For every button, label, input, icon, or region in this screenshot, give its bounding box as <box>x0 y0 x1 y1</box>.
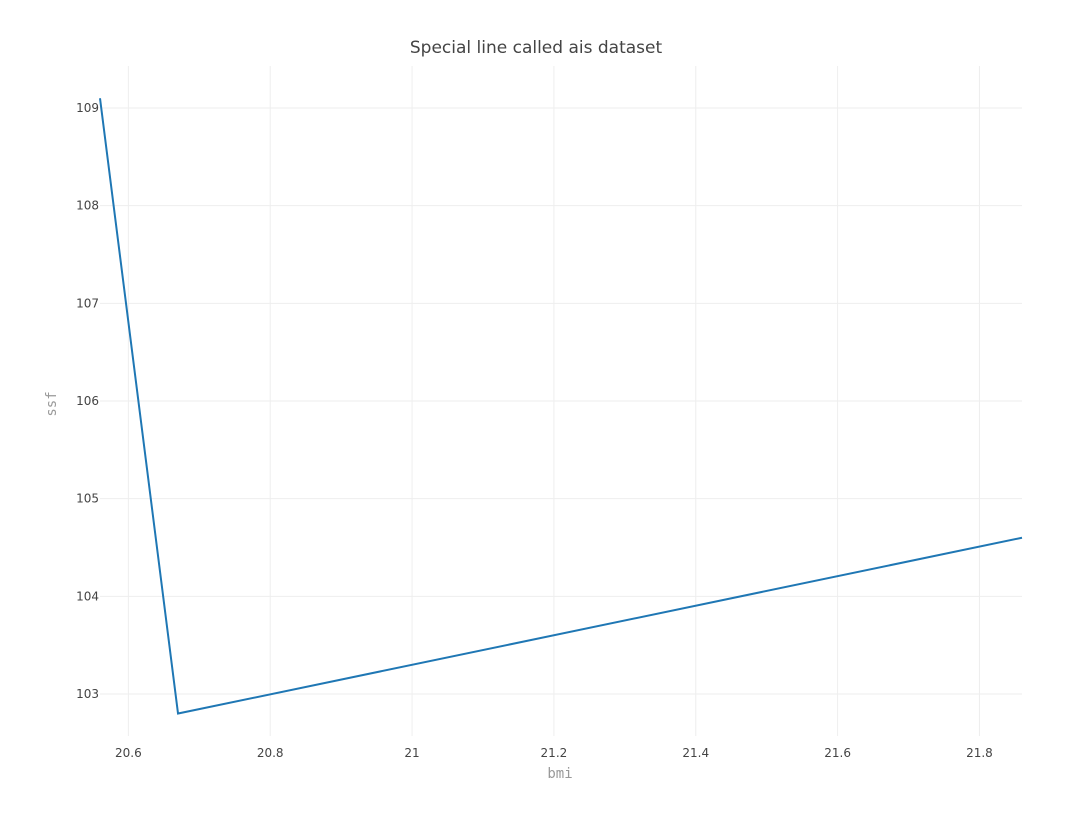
x-axis-label: bmi <box>547 766 572 782</box>
y-tick-label: 106 <box>76 394 99 408</box>
chart-title: Special line called ais dataset <box>410 38 663 58</box>
y-tick-label: 108 <box>76 199 99 213</box>
y-tick-labels: 103 104 105 106 107 108 109 <box>76 101 99 701</box>
x-tick-label: 21.8 <box>966 746 993 760</box>
x-tick-label: 20.8 <box>257 746 284 760</box>
y-tick-label: 109 <box>76 101 99 115</box>
x-tick-label: 21.4 <box>682 746 709 760</box>
x-tick-label: 21.2 <box>541 746 568 760</box>
x-tick-label: 21 <box>404 746 419 760</box>
x-tick-label: 21.6 <box>824 746 851 760</box>
x-tick-labels: 20.6 20.8 21 21.2 21.4 21.6 21.8 <box>115 746 993 760</box>
series-layer <box>99 98 1023 715</box>
y-tick-label: 107 <box>76 296 99 310</box>
y-gridlines <box>100 107 1022 695</box>
y-tick-label: 105 <box>76 492 99 506</box>
y-axis-label: ssf <box>44 391 60 416</box>
x-tick-label: 20.6 <box>115 746 142 760</box>
y-tick-label: 103 <box>76 687 99 701</box>
series-line <box>99 98 1023 715</box>
y-tick-label: 104 <box>76 589 99 603</box>
